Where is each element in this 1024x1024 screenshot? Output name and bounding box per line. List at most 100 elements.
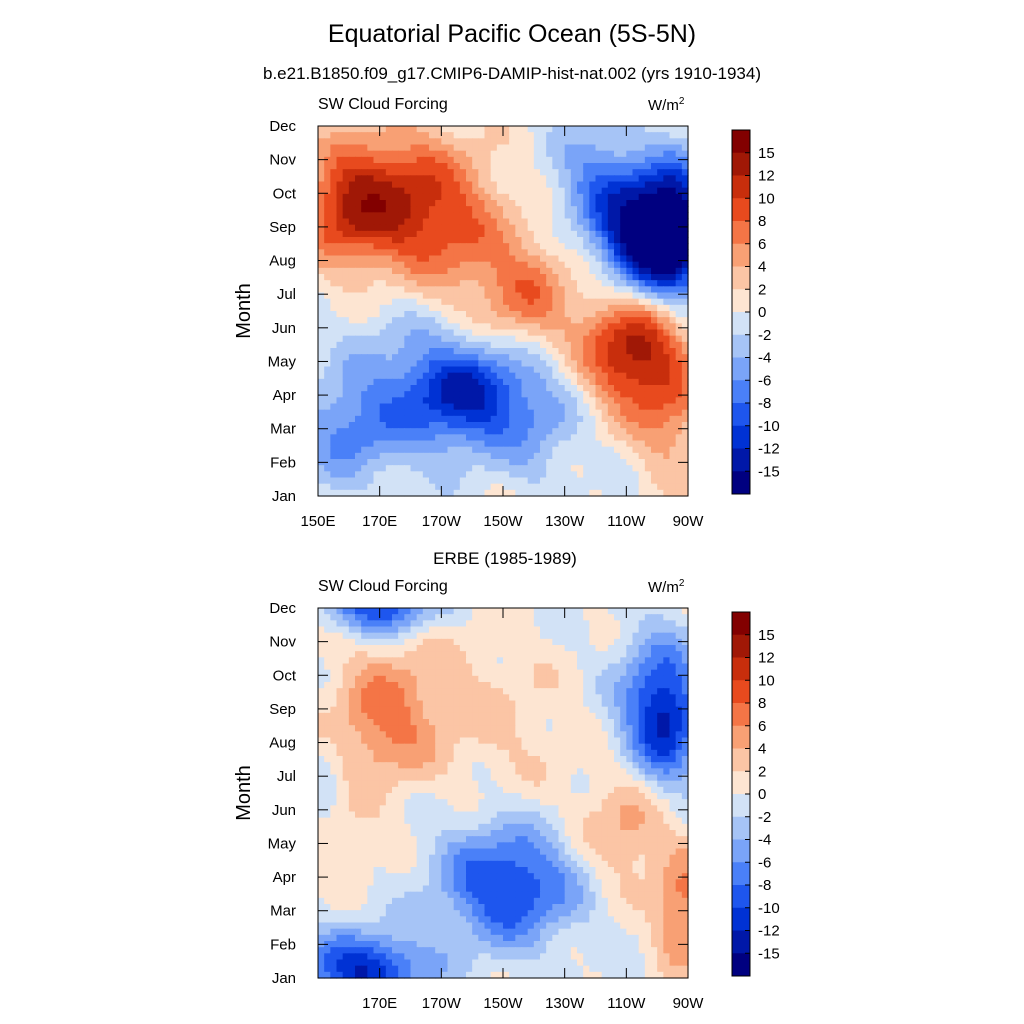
heatmap-cell: [533, 230, 541, 238]
heatmap-cell: [644, 255, 652, 263]
heatmap-cell: [577, 682, 584, 689]
heatmap-cell: [348, 725, 356, 732]
heatmap-cell: [422, 645, 430, 652]
heatmap-cell: [681, 706, 689, 714]
heatmap-cell: [533, 657, 541, 665]
heatmap-cell: [490, 249, 498, 257]
heatmap-cell: [607, 428, 615, 435]
heatmap-cell: [614, 286, 621, 294]
heatmap-cell: [675, 163, 683, 170]
heatmap-cell: [422, 706, 430, 714]
heatmap-cell: [484, 372, 492, 380]
heatmap-cell: [429, 280, 436, 287]
heatmap-cell: [373, 620, 381, 628]
heatmap-cell: [626, 688, 634, 695]
heatmap-cell: [410, 731, 418, 739]
heatmap-cell: [435, 181, 442, 189]
heatmap-cell: [435, 255, 442, 263]
heatmap-cell: [657, 440, 664, 448]
heatmap-cell: [589, 187, 597, 195]
heatmap-cell: [589, 669, 597, 677]
heatmap-cell: [533, 675, 541, 683]
heatmap-cell: [583, 348, 590, 355]
heatmap-cell: [607, 682, 615, 689]
heatmap-cell: [644, 694, 652, 702]
heatmap-cell: [496, 317, 504, 324]
heatmap-cell: [632, 409, 640, 417]
heatmap-cell: [404, 725, 412, 732]
heatmap-cell: [626, 620, 634, 628]
heatmap-cell: [367, 280, 375, 287]
heatmap-cell: [453, 200, 461, 207]
heatmap-cell: [398, 132, 405, 139]
heatmap-cell: [330, 138, 338, 146]
heatmap-cell: [429, 675, 436, 683]
heatmap-cell: [422, 415, 430, 423]
heatmap-cell: [404, 267, 412, 275]
heatmap-cell: [601, 187, 609, 195]
heatmap-cell: [429, 366, 436, 374]
heatmap-cell: [638, 471, 646, 479]
heatmap-cell: [441, 608, 449, 615]
heatmap-cell: [478, 329, 486, 337]
heatmap-cell: [348, 150, 356, 158]
heatmap-cell: [533, 409, 541, 417]
heatmap-cell: [496, 645, 504, 652]
heatmap-cell: [657, 175, 664, 183]
heatmap-cell: [342, 682, 350, 689]
heatmap-cell: [429, 181, 436, 189]
heatmap-cell: [367, 459, 375, 466]
heatmap-cell: [515, 249, 523, 257]
heatmap-cell: [330, 224, 338, 232]
heatmap-cell: [336, 682, 344, 689]
heatmap-cell: [614, 719, 621, 726]
heatmap-cell: [601, 156, 609, 164]
heatmap-cell: [564, 663, 572, 671]
heatmap-cell: [657, 156, 664, 164]
heatmap-cell: [595, 323, 603, 331]
heatmap-cell: [595, 366, 603, 374]
heatmap-cell: [558, 292, 566, 300]
heatmap-cell: [638, 255, 646, 263]
heatmap-cell: [626, 459, 634, 466]
heatmap-cell: [583, 206, 590, 213]
heatmap-cell: [651, 477, 658, 485]
heatmap-cell: [429, 304, 436, 312]
heatmap-cell: [595, 200, 603, 207]
heatmap-cell: [601, 224, 609, 232]
heatmap-cell: [669, 132, 677, 139]
heatmap-cell: [367, 286, 375, 294]
heatmap-cell: [318, 675, 325, 683]
heatmap-cell: [342, 274, 350, 281]
heatmap-cell: [416, 712, 424, 720]
heatmap-cell: [607, 261, 615, 269]
heatmap-cell: [336, 193, 344, 201]
heatmap-cell: [533, 372, 541, 380]
heatmap-cell: [632, 731, 640, 739]
heatmap-cell: [669, 682, 677, 689]
heatmap-cell: [607, 669, 615, 677]
heatmap-cell: [490, 415, 498, 423]
heatmap-cell: [614, 230, 621, 238]
heatmap-cell: [607, 304, 615, 312]
heatmap-cell: [521, 354, 529, 361]
heatmap-cell: [509, 471, 516, 479]
heatmap-cell: [533, 719, 541, 726]
heatmap-cell: [583, 434, 590, 442]
heatmap-cell: [447, 169, 455, 176]
heatmap-cell: [373, 323, 381, 331]
heatmap-cell: [416, 434, 424, 442]
heatmap-cell: [392, 614, 399, 621]
heatmap-cell: [515, 632, 523, 640]
heatmap-cell: [453, 280, 461, 287]
heatmap-cell: [490, 366, 498, 374]
heatmap-cell: [361, 348, 368, 355]
heatmap-cell: [392, 329, 399, 337]
heatmap-cell: [607, 193, 615, 201]
heatmap-cell: [595, 403, 603, 411]
heatmap-cell: [681, 385, 689, 392]
heatmap-cell: [503, 255, 510, 263]
heatmap-cell: [638, 620, 646, 628]
heatmap-cell: [521, 391, 529, 398]
heatmap-cell: [435, 317, 442, 324]
